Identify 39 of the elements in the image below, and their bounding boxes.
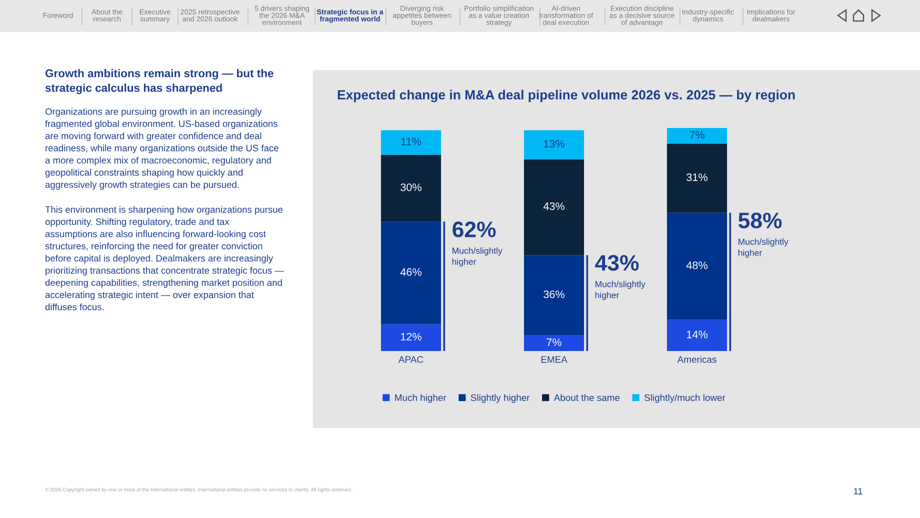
annotation: 62% Much/slightly higher [452, 222, 502, 267]
text: Organizations are pursuing growth in an increasingly fragmented global environment. US-based organizations are moving forward with greater confidence and deal readiness, while many organizations outside the US face a more complex mix of macroeconomic, regulatory and geopolitical constraints shaping how quickly and aggressively growth strategies can be pursued. [45, 108, 278, 190]
bar [380, 324, 442, 351]
data-label: 31% [686, 173, 708, 182]
text: 11 [854, 488, 862, 494]
bar [380, 154, 442, 222]
data-label: 14% [686, 330, 708, 338]
data-label: 48% [686, 261, 708, 270]
data-label: 7% [546, 338, 562, 346]
x-tick-label: EMEA [541, 356, 568, 363]
data-label: 13% [544, 140, 564, 148]
data-label: 36% [544, 290, 564, 298]
bar [380, 222, 442, 324]
bar [524, 159, 584, 256]
legend-label: Slightly higher [470, 394, 530, 403]
data-label: 7% [690, 131, 704, 139]
x-tick-label: Americas [677, 356, 716, 363]
bar [666, 320, 728, 351]
bar [524, 255, 584, 336]
data-label: 43% [543, 202, 564, 210]
legend-label: About the same [554, 394, 620, 401]
legend-label: Much higher [395, 394, 446, 403]
annotation: 58% Much/slightly higher [738, 212, 788, 258]
text: This environment is sharpening how organizations pursue opportunity. Shifting regulatory, trade and tax assumptions are also influencing forward-looking cost structures, reinforcing the need for greater conviction before capital is deployed. Dealmakers are increasingly prioritizing transactions that concentrate strategic focus — deepening capabilities, strengthening market position and accelerating strategic intent — over expansion that diffuses focus. [45, 206, 284, 310]
bar [666, 144, 728, 213]
legend-label: Slightly/much lower [644, 394, 726, 403]
annotation: 43% Much/slightly higher [595, 255, 646, 300]
data-label: 46% [400, 268, 422, 276]
x-tick-label: APAC [398, 356, 424, 363]
bar [524, 130, 584, 160]
bar [666, 128, 728, 144]
text: Growth ambitions remain strong — but the strategic calculus has sharpened [45, 69, 274, 94]
chart-title: Expected change in M&A deal pipeline volume 2026 vs. 2025 — by region [338, 90, 795, 102]
data-label: 30% [400, 183, 422, 192]
bar [524, 335, 584, 351]
bar [666, 212, 728, 320]
bar [380, 130, 442, 155]
data-label: 11% [401, 138, 422, 146]
data-label: 12% [400, 332, 422, 340]
